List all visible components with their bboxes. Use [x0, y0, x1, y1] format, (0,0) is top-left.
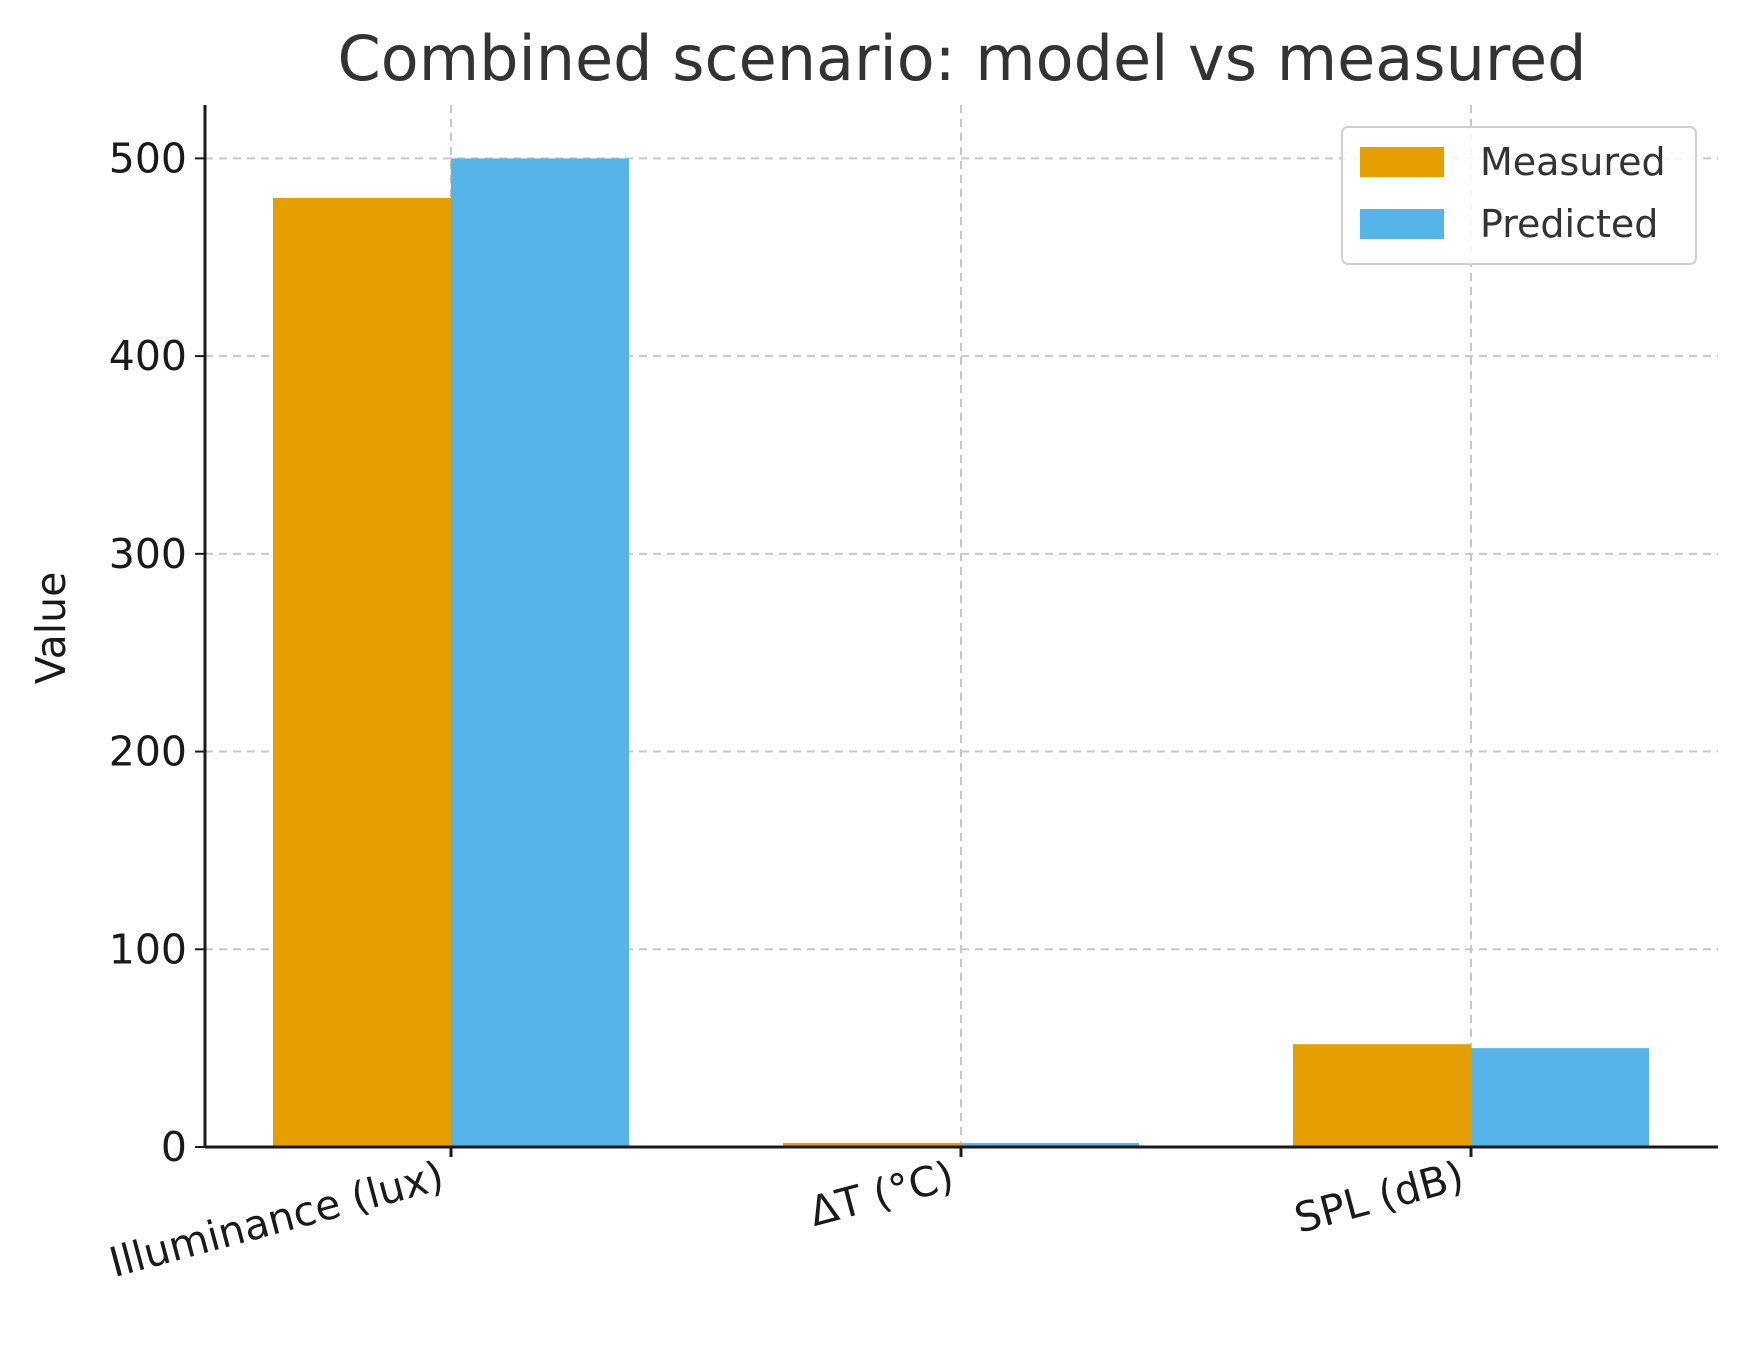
x-ticks: Illuminance (lux) ΔT (°C) SPL (dB) — [104, 1147, 1473, 1287]
x-tick-label-2: SPL (dB) — [1289, 1152, 1468, 1243]
legend-label-0: Measured — [1480, 140, 1666, 184]
legend-swatch-1 — [1360, 209, 1444, 239]
bar-measured-2 — [1293, 1044, 1471, 1147]
y-tick-label-0: 0 — [161, 1123, 187, 1171]
legend-swatch-0 — [1360, 147, 1444, 177]
bar-predicted-0 — [451, 158, 629, 1147]
bars — [273, 158, 1649, 1147]
legend-label-1: Predicted — [1480, 202, 1658, 246]
y-tick-label-2: 200 — [109, 728, 187, 776]
y-tick-label-4: 400 — [109, 332, 187, 380]
x-tick-label-1: ΔT (°C) — [804, 1152, 959, 1236]
y-tick-label-5: 500 — [109, 134, 187, 182]
chart-title: Combined scenario: model vs measured — [338, 22, 1587, 95]
y-tick-label-3: 300 — [109, 530, 187, 578]
bar-measured-0 — [273, 197, 451, 1147]
bar-predicted-2 — [1471, 1048, 1649, 1147]
legend: Measured Predicted — [1341, 126, 1697, 265]
y-axis-label: Value — [27, 572, 75, 685]
bar-predicted-1 — [961, 1143, 1139, 1147]
y-tick-label-1: 100 — [109, 925, 187, 973]
y-ticks: 0 100 200 300 400 500 — [109, 134, 205, 1171]
x-tick-label-0: Illuminance (lux) — [104, 1152, 448, 1287]
bar-measured-1 — [783, 1143, 961, 1147]
